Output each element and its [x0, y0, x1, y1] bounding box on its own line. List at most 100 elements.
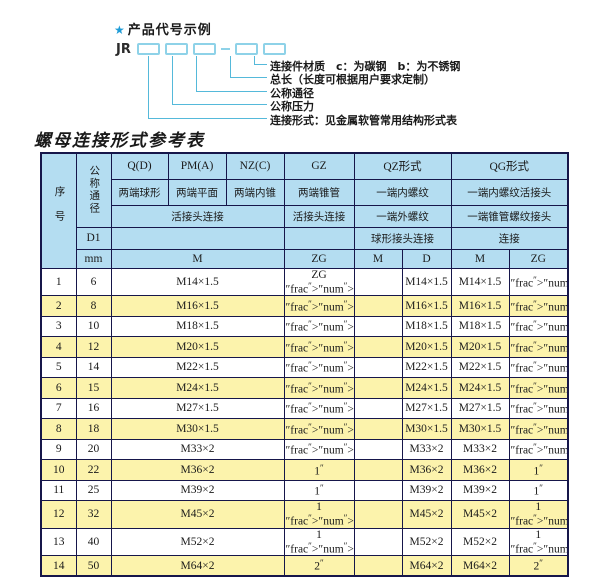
- product-code-diagram: ★ 产品代号示例 JR 连接件材质 c：为碳钢 b：为不锈钢 总长（长度可根据用户…: [0, 0, 600, 128]
- cell-qz-m: [353, 555, 403, 577]
- connector-line: [148, 56, 149, 118]
- cell-m: M64×2: [110, 555, 285, 577]
- cell-qg-zg: ″frac″>″num″>3″den″>8″: [508, 295, 569, 317]
- cell-dn: 16: [75, 397, 112, 420]
- cell-qz-m: [353, 315, 403, 338]
- diagram-heading: ★ 产品代号示例: [114, 19, 212, 38]
- connector-line: [196, 56, 197, 91]
- code-box-3: [192, 43, 216, 55]
- header-conn-qz: 球形接头连接: [353, 226, 452, 250]
- cell-gz: ″frac″>″num″>3″den″>4″: [283, 418, 355, 440]
- cell-m: M30×1.5: [110, 418, 285, 440]
- header-joint-gz: 活接头连接: [283, 204, 355, 228]
- cell-gz: ″frac″>″num″>1″den″>2″: [283, 397, 355, 420]
- table-row: 412M20×1.5″frac″>″num″>1″den″>2″M20×1.5M…: [40, 336, 569, 358]
- header-ends-qg: 一端内螺纹活接头: [450, 178, 569, 206]
- code-box-2: [164, 43, 188, 55]
- cell-seq: 1: [40, 267, 77, 297]
- header-joint-qg: 一端锥管螺纹接头: [450, 204, 569, 228]
- cell-qg-m: M64×2: [450, 555, 510, 577]
- cell-seq: 14: [40, 555, 77, 577]
- header-blank-left: [110, 226, 285, 250]
- header-joint-qz: 一端外螺纹: [353, 204, 452, 228]
- table-row: 716M27×1.5″frac″>″num″>1″den″>2″M27×1.5M…: [40, 397, 569, 420]
- code-dash: [220, 48, 230, 50]
- cell-qg-m: M24×1.5: [450, 377, 510, 399]
- header-mm: mm: [75, 248, 112, 269]
- cell-qz-m: [353, 459, 403, 481]
- table-row: 818M30×1.5″frac″>″num″>3″den″>4″M30×1.5M…: [40, 418, 569, 440]
- cell-dn: 25: [75, 479, 112, 502]
- code-box-4: [234, 43, 258, 55]
- cell-qz-d: M16×1.5: [401, 295, 452, 317]
- cell-dn: 15: [75, 377, 112, 399]
- cell-seq: 6: [40, 377, 77, 399]
- cell-m: M33×2: [110, 438, 285, 461]
- cell-qg-zg: 1″: [508, 479, 569, 502]
- cell-qz-m: [353, 500, 403, 529]
- cell-m: M16×1.5: [110, 295, 285, 317]
- diagram-heading-text: 产品代号示例: [127, 23, 212, 38]
- cell-qg-m: M14×1.5: [450, 267, 510, 297]
- table-row: 10 22 M36×2 1″ M36×2 M36×2 1″: [40, 459, 569, 481]
- cell-qg-zg: ″frac″>″num″>1″den″>2″: [508, 356, 569, 379]
- cell-qg-m: M27×1.5: [450, 397, 510, 420]
- cell-qz-d: M45×2: [401, 500, 452, 529]
- cell-dn: 10: [75, 315, 112, 338]
- cell-qz-m: [353, 418, 403, 440]
- cell-seq: 2: [40, 295, 77, 317]
- cell-qg-m: M52×2: [450, 527, 510, 557]
- cell-qg-zg: 1″: [508, 459, 569, 481]
- cell-m: M52×2: [110, 527, 285, 557]
- cell-m: M45×2: [110, 500, 285, 529]
- star-icon: ★: [114, 23, 126, 37]
- cell-qz-m: [353, 397, 403, 420]
- header-form-gz: GZ: [283, 152, 355, 180]
- header-form-qg: QG形式: [450, 152, 569, 180]
- cell-qz-d: M20×1.5: [401, 336, 452, 358]
- header-ends-qz: 一端内螺纹: [353, 178, 452, 206]
- cell-qg-zg: ″frac″>″num″>3″den″>4″: [508, 438, 569, 461]
- diagram-label-pressure: 公称压力: [270, 100, 314, 113]
- cell-qz-m: [353, 438, 403, 461]
- header-unit-qg-zg: ZG: [508, 248, 569, 269]
- header-seq: 序号: [40, 152, 77, 269]
- cell-qg-m: M39×2: [450, 479, 510, 502]
- diagram-label-connection: 连接形式：见金属软管常用结构形式表: [270, 114, 457, 127]
- cell-qz-d: M52×2: [401, 527, 452, 557]
- cell-qg-m: M18×1.5: [450, 315, 510, 338]
- table-row: 11 25 M39×2 1″ M39×2 M39×2 1″: [40, 479, 569, 502]
- cell-m: M20×1.5: [110, 336, 285, 358]
- table-row: 310M18×1.5″frac″>″num″>3″den″>8″M18×1.5M…: [40, 315, 569, 338]
- header-conn-qg: 连接: [450, 226, 569, 250]
- header-ends-pma: 两端平面: [167, 178, 227, 206]
- header-ends-gz: 两端锥管: [283, 178, 355, 206]
- cell-gz: ″frac″>″num″>3″den″>8″: [283, 315, 355, 338]
- cell-gz: ″frac″>″num″>1″den″>2″: [283, 336, 355, 358]
- cell-qz-d: M14×1.5: [401, 267, 452, 297]
- header-unit-zg: ZG: [283, 248, 355, 269]
- cell-seq: 5: [40, 356, 77, 379]
- connector-line: [172, 104, 267, 105]
- cell-qz-d: M30×1.5: [401, 418, 452, 440]
- code-box-5: [262, 43, 286, 55]
- cell-qz-m: [353, 479, 403, 502]
- cell-qg-m: M33×2: [450, 438, 510, 461]
- cell-seq: 8: [40, 418, 77, 440]
- diagram-label-length: 总长（长度可根据用户要求定制）: [270, 73, 435, 86]
- cell-gz: ZG ″frac″>″num″>1″den″>4″: [283, 267, 355, 297]
- code-prefix: JR: [116, 41, 131, 57]
- cell-qz-d: M27×1.5: [401, 397, 452, 420]
- cell-m: M27×1.5: [110, 397, 285, 420]
- cell-gz: ″frac″>″num″>1″den″>2″: [283, 356, 355, 379]
- cell-qz-m: [353, 377, 403, 399]
- header-unit-m: M: [110, 248, 285, 269]
- cell-seq: 10: [40, 459, 77, 481]
- cell-gz: 1 ″frac″>″num″>1″den″>4″: [283, 500, 355, 529]
- connector-line: [172, 56, 173, 104]
- cell-m: M22×1.5: [110, 356, 285, 379]
- cell-m: M36×2: [110, 459, 285, 481]
